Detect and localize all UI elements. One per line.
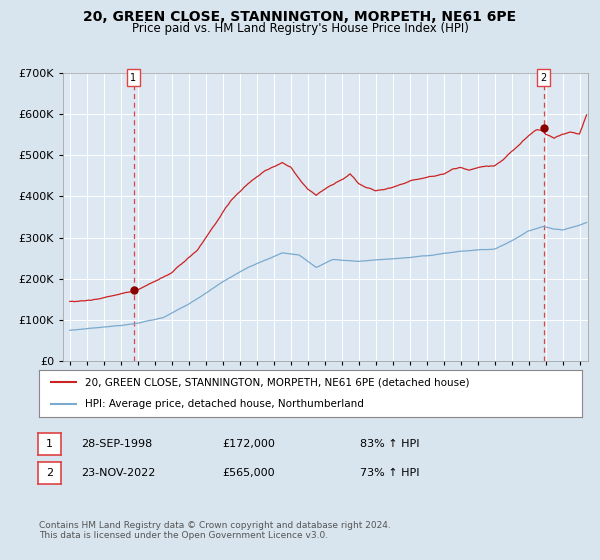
Text: 73% ↑ HPI: 73% ↑ HPI — [360, 468, 419, 478]
Text: 1: 1 — [46, 439, 53, 449]
Text: Price paid vs. HM Land Registry's House Price Index (HPI): Price paid vs. HM Land Registry's House … — [131, 22, 469, 35]
Text: 83% ↑ HPI: 83% ↑ HPI — [360, 439, 419, 449]
Text: 20, GREEN CLOSE, STANNINGTON, MORPETH, NE61 6PE: 20, GREEN CLOSE, STANNINGTON, MORPETH, N… — [83, 10, 517, 24]
Text: 28-SEP-1998: 28-SEP-1998 — [81, 439, 152, 449]
Text: 23-NOV-2022: 23-NOV-2022 — [81, 468, 155, 478]
Text: 1: 1 — [130, 73, 137, 83]
Text: Contains HM Land Registry data © Crown copyright and database right 2024.
This d: Contains HM Land Registry data © Crown c… — [39, 521, 391, 540]
Text: HPI: Average price, detached house, Northumberland: HPI: Average price, detached house, Nort… — [85, 399, 364, 409]
Text: 2: 2 — [46, 468, 53, 478]
Text: 2: 2 — [541, 73, 547, 83]
Text: £172,000: £172,000 — [222, 439, 275, 449]
Text: 20, GREEN CLOSE, STANNINGTON, MORPETH, NE61 6PE (detached house): 20, GREEN CLOSE, STANNINGTON, MORPETH, N… — [85, 377, 470, 388]
Text: £565,000: £565,000 — [222, 468, 275, 478]
